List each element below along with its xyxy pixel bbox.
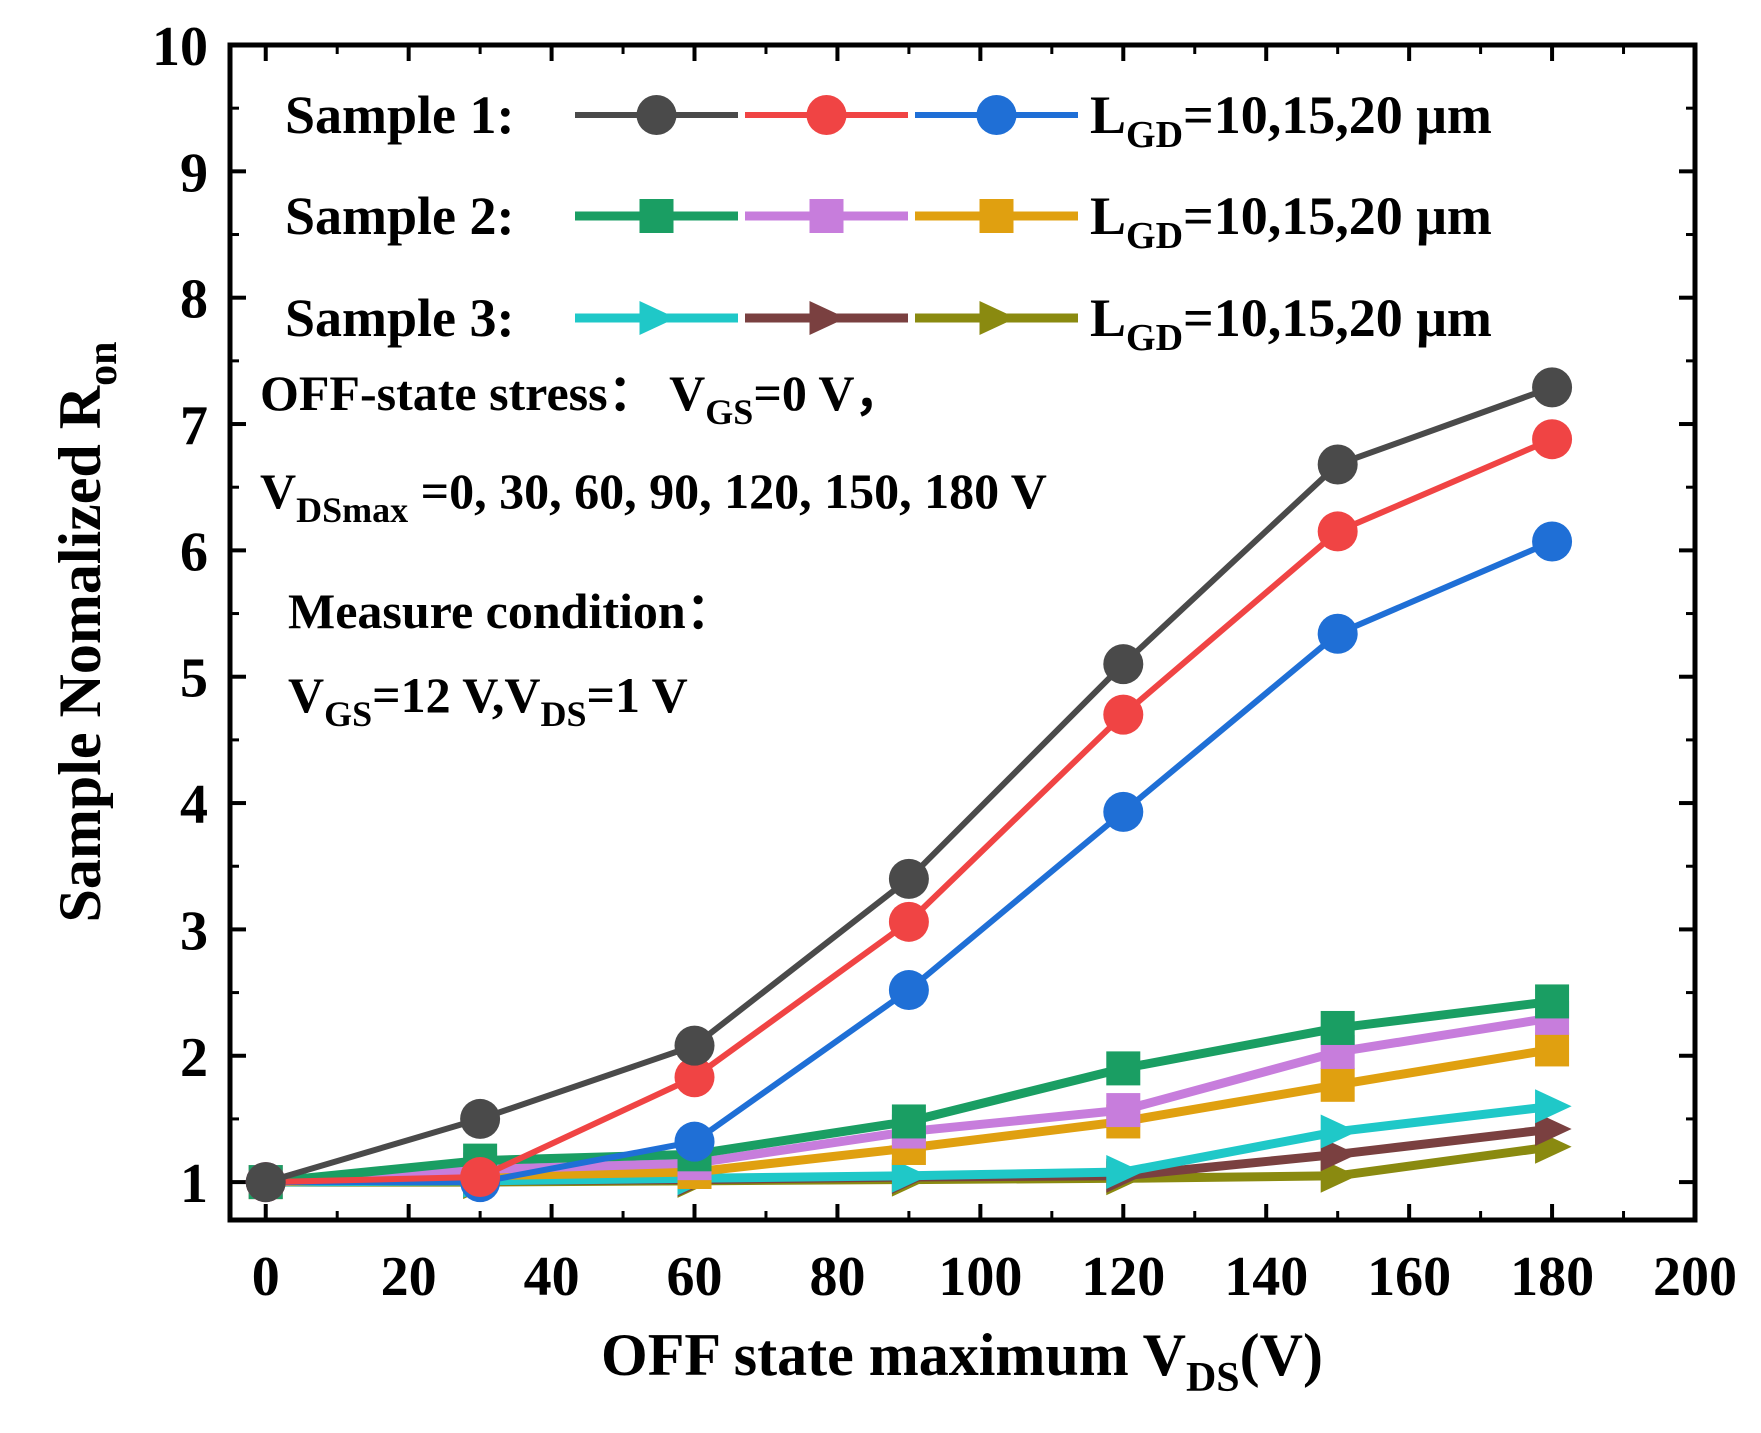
data-point-circle [674,1121,715,1162]
data-point-circle [1317,511,1358,552]
data-point-triangle [1535,1089,1572,1124]
data-point-circle [888,970,929,1011]
legend-label: Sample 3: [285,288,515,348]
y-tick-label: 8 [180,269,208,331]
series [245,419,1573,1203]
data-point-circle [674,1057,715,1098]
x-axis-title: OFF state maximum VDS(V) [601,1322,1323,1401]
data-point-triangle [979,301,1017,335]
data-point-circle [460,1098,501,1139]
y-axis-title: Sample Nomalized Ron [47,342,126,923]
data-point-circle [245,1162,286,1203]
measure-annotation: Measure condition： [288,583,736,639]
y-tick-label: 10 [152,16,208,78]
y-tick-label: 9 [180,142,208,204]
data-point-circle [888,901,929,942]
legend-lgd-text: LGD=10,15,20 μm [1090,288,1492,359]
data-point-circle [1532,419,1573,460]
legend-label: Sample 1: [285,85,515,145]
data-point-circle [1317,444,1358,485]
legend-lgd-text: LGD=10,15,20 μm [1090,85,1492,156]
y-tick-label: 5 [180,648,208,710]
data-point-circle [460,1157,501,1198]
legend-lgd-text: LGD=10,15,20 μm [1090,186,1492,257]
x-tick-label: 80 [809,1246,865,1308]
data-point-square [1320,1010,1355,1045]
data-point-square [1535,984,1570,1019]
series-group [245,367,1573,1203]
x-tick-label: 40 [524,1246,580,1308]
x-tick-label: 0 [252,1246,280,1308]
y-tick-label: 1 [180,1153,208,1215]
y-tick-label: 2 [180,1027,208,1089]
data-point-square [1106,1051,1141,1086]
x-tick-label: 120 [1081,1246,1165,1308]
y-tick-label: 7 [180,395,208,457]
y-tick-label: 3 [180,900,208,962]
data-point-triangle [1320,1158,1358,1193]
data-point-triangle [809,301,847,335]
data-point-square [979,199,1014,233]
data-point-circle [1532,367,1573,408]
series [245,367,1573,1203]
x-tick-label: 180 [1510,1246,1594,1308]
data-point-circle [1103,791,1144,832]
data-point-triangle [1320,1137,1358,1172]
series-line [265,436,1554,1186]
data-point-triangle [1535,1112,1572,1147]
data-point-square [891,1104,926,1139]
data-point-square [639,199,674,233]
data-point-circle [1103,644,1144,685]
data-point-circle [1532,521,1573,562]
data-point-circle [976,95,1017,135]
data-point-square [1320,1067,1355,1102]
data-point-square [1106,1093,1141,1128]
data-point-triangle [1106,1154,1143,1189]
data-point-circle [1103,694,1144,735]
x-tick-label: 140 [1224,1246,1308,1308]
y-tick-label: 4 [180,774,208,836]
data-point-circle [674,1025,715,1066]
plot-frame [227,42,1698,1223]
data-point-triangle [891,1158,929,1193]
data-point-square [1535,1032,1570,1067]
data-point-triangle [639,301,677,335]
legend: Sample 1: LGD=10,15,20 μm Sample 2: LGD=10,… [285,85,1492,359]
data-point-circle [888,858,929,899]
data-point-square [809,199,844,233]
data-point-circle [636,95,677,135]
legend-label: Sample 2: [285,186,515,246]
x-tick-label: 100 [938,1246,1022,1308]
vdsmax-annotation: VDSmax =0, 30, 60, 90, 120, 150, 180 V [260,463,1047,530]
x-tick-label: 60 [667,1246,723,1308]
data-point-triangle [1320,1114,1358,1149]
stress-annotation: OFF-state stress： VGS=0 V， [260,365,905,432]
data-point-circle [1317,613,1358,654]
data-point-circle [806,95,847,135]
y-tick-label: 6 [180,521,208,583]
measure-condition: VGS=12 V,VDS=1 V [288,667,688,734]
x-tick-label: 200 [1653,1246,1737,1308]
x-tick-label: 160 [1367,1246,1451,1308]
x-tick-label: 20 [381,1246,437,1308]
ticks: 0 20 40 60 80 100 120 140 160 180 200 1 2 3 4 5 6 7 8 9 10 [152,16,1737,1308]
